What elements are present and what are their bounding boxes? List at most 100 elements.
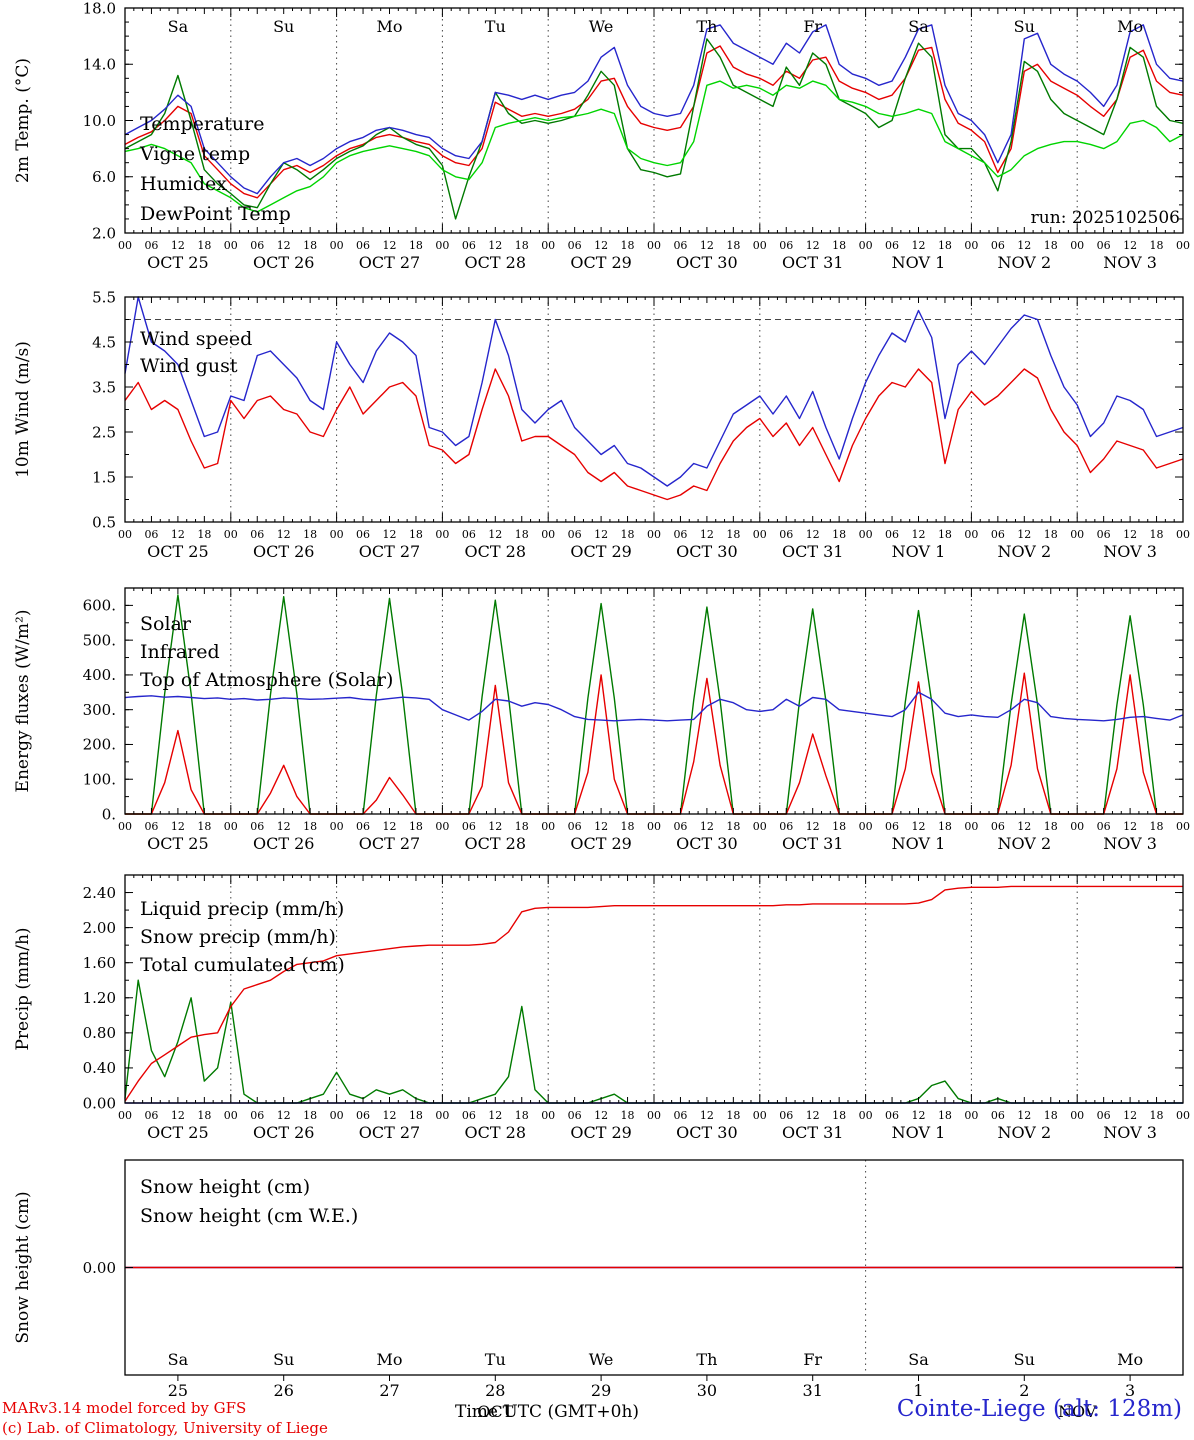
- svg-text:Wind speed: Wind speed: [140, 328, 252, 350]
- svg-text:Snow precip (mm/h): Snow precip (mm/h): [140, 926, 336, 948]
- svg-text:00: 00: [1070, 528, 1084, 541]
- svg-text:06: 06: [356, 239, 370, 252]
- svg-text:18: 18: [409, 1109, 423, 1122]
- svg-text:14.0: 14.0: [83, 56, 116, 74]
- svg-text:OCT 30: OCT 30: [676, 1123, 737, 1142]
- svg-text:00: 00: [118, 820, 132, 833]
- svg-text:06: 06: [250, 239, 264, 252]
- svg-text:2: 2: [1019, 1381, 1029, 1400]
- svg-text:18: 18: [197, 528, 211, 541]
- svg-text:18: 18: [726, 528, 740, 541]
- svg-text:18: 18: [1150, 820, 1164, 833]
- svg-text:18: 18: [409, 528, 423, 541]
- svg-text:06: 06: [1097, 528, 1111, 541]
- svg-text:18: 18: [1044, 1109, 1058, 1122]
- svg-text:OCT 27: OCT 27: [359, 253, 420, 272]
- svg-text:18: 18: [409, 239, 423, 252]
- svg-text:00: 00: [118, 528, 132, 541]
- svg-text:06: 06: [673, 1109, 687, 1122]
- svg-text:We: We: [589, 1350, 614, 1369]
- svg-text:Wind gust: Wind gust: [140, 355, 238, 377]
- svg-text:18: 18: [1044, 528, 1058, 541]
- svg-text:300.: 300.: [83, 701, 116, 719]
- svg-text:12: 12: [1123, 1109, 1137, 1122]
- svg-text:Th: Th: [696, 1350, 717, 1369]
- svg-text:1.60: 1.60: [83, 954, 116, 972]
- svg-text:18: 18: [409, 820, 423, 833]
- svg-text:00: 00: [330, 1109, 344, 1122]
- svg-text:12: 12: [700, 528, 714, 541]
- svg-text:06: 06: [779, 528, 793, 541]
- svg-text:OCT 31: OCT 31: [782, 1123, 843, 1142]
- svg-text:OCT 25: OCT 25: [147, 834, 208, 853]
- svg-text:00: 00: [859, 528, 873, 541]
- svg-text:18: 18: [832, 1109, 846, 1122]
- svg-text:18: 18: [303, 820, 317, 833]
- svg-text:00: 00: [224, 528, 238, 541]
- svg-text:26: 26: [274, 1381, 294, 1400]
- svg-text:06: 06: [568, 820, 582, 833]
- svg-text:NOV 3: NOV 3: [1103, 1123, 1157, 1142]
- svg-text:Fr: Fr: [803, 17, 822, 36]
- svg-text:18: 18: [832, 820, 846, 833]
- svg-text:18: 18: [621, 528, 635, 541]
- svg-text:00: 00: [859, 239, 873, 252]
- svg-text:12: 12: [277, 1109, 291, 1122]
- svg-text:Temperature: Temperature: [140, 113, 264, 135]
- svg-text:18: 18: [726, 1109, 740, 1122]
- svg-text:18: 18: [303, 528, 317, 541]
- svg-text:06: 06: [673, 820, 687, 833]
- svg-text:06: 06: [356, 1109, 370, 1122]
- svg-text:3.5: 3.5: [92, 378, 116, 396]
- footer-credits: MARv3.14 model forced by GFS (c) Lab. of…: [2, 1398, 328, 1438]
- svg-text:Energy fluxes (W/m²): Energy fluxes (W/m²): [13, 610, 33, 793]
- svg-text:OCT 30: OCT 30: [676, 253, 737, 272]
- svg-text:18: 18: [938, 239, 952, 252]
- svg-text:12: 12: [277, 528, 291, 541]
- svg-text:12: 12: [1017, 820, 1031, 833]
- svg-text:0.5: 0.5: [92, 513, 116, 531]
- svg-text:12: 12: [1123, 528, 1137, 541]
- svg-text:06: 06: [568, 1109, 582, 1122]
- svg-text:00: 00: [118, 1109, 132, 1122]
- svg-text:18: 18: [1044, 239, 1058, 252]
- svg-text:18: 18: [938, 528, 952, 541]
- svg-text:OCT 26: OCT 26: [253, 542, 314, 561]
- svg-text:OCT 26: OCT 26: [253, 1123, 314, 1142]
- svg-text:12: 12: [383, 528, 397, 541]
- svg-text:00: 00: [330, 528, 344, 541]
- svg-text:00: 00: [964, 820, 978, 833]
- svg-text:06: 06: [885, 820, 899, 833]
- svg-text:00: 00: [753, 528, 767, 541]
- svg-text:00: 00: [859, 820, 873, 833]
- svg-text:06: 06: [991, 820, 1005, 833]
- svg-text:OCT 29: OCT 29: [570, 834, 631, 853]
- svg-text:Mo: Mo: [376, 17, 402, 36]
- svg-text:12: 12: [277, 820, 291, 833]
- run-label: run: 2025102506: [1030, 208, 1180, 228]
- svg-text:00: 00: [435, 239, 449, 252]
- svg-text:06: 06: [462, 1109, 476, 1122]
- svg-text:00: 00: [541, 820, 555, 833]
- svg-text:Infrared: Infrared: [140, 641, 220, 663]
- svg-text:OCT 28: OCT 28: [465, 1123, 526, 1142]
- svg-text:12: 12: [277, 239, 291, 252]
- svg-text:12: 12: [912, 820, 926, 833]
- svg-text:18: 18: [303, 239, 317, 252]
- svg-text:28: 28: [485, 1381, 505, 1400]
- svg-text:18: 18: [197, 239, 211, 252]
- svg-text:Solar: Solar: [140, 613, 192, 635]
- svg-text:5.5: 5.5: [92, 288, 116, 306]
- svg-text:Sa: Sa: [168, 1350, 189, 1369]
- svg-text:1.20: 1.20: [83, 989, 116, 1007]
- svg-text:2.40: 2.40: [83, 884, 116, 902]
- svg-text:06: 06: [673, 528, 687, 541]
- svg-text:12: 12: [700, 820, 714, 833]
- svg-text:18: 18: [1044, 820, 1058, 833]
- svg-text:00: 00: [964, 1109, 978, 1122]
- svg-text:Sa: Sa: [908, 17, 929, 36]
- svg-text:OCT 27: OCT 27: [359, 1123, 420, 1142]
- svg-text:18: 18: [938, 820, 952, 833]
- svg-text:00: 00: [118, 239, 132, 252]
- svg-text:OCT 27: OCT 27: [359, 834, 420, 853]
